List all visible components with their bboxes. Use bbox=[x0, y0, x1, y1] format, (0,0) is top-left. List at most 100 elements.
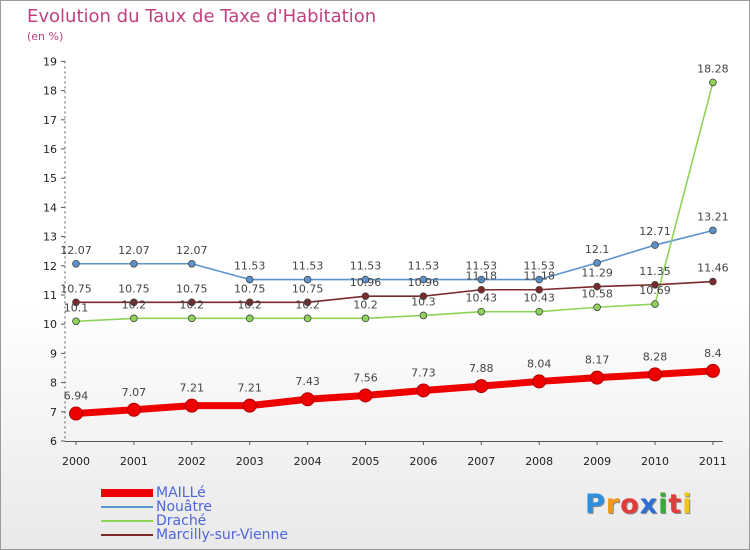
y-tick-label: 16 bbox=[43, 143, 57, 156]
x-tick-label: 2005 bbox=[352, 455, 380, 468]
data-label: 10.2 bbox=[180, 298, 205, 311]
legend-swatch bbox=[101, 534, 153, 536]
data-point bbox=[416, 383, 431, 398]
data-point bbox=[245, 314, 254, 323]
data-point bbox=[72, 298, 80, 307]
data-label: 7.21 bbox=[180, 382, 205, 395]
data-point bbox=[709, 277, 717, 286]
data-point bbox=[245, 298, 254, 307]
data-point bbox=[593, 282, 601, 291]
x-tick-label: 2011 bbox=[699, 455, 727, 468]
legend-label: Draché bbox=[156, 513, 207, 529]
data-point bbox=[303, 298, 312, 307]
data-label: 11.18 bbox=[523, 270, 555, 283]
series-line bbox=[75, 81, 714, 323]
data-point bbox=[242, 398, 257, 413]
y-tick-label: 7 bbox=[50, 406, 57, 419]
data-label: 10.58 bbox=[581, 287, 613, 300]
x-tick-label: 2003 bbox=[236, 455, 264, 468]
data-label: 10.43 bbox=[466, 292, 498, 305]
legend-swatch bbox=[101, 489, 153, 497]
y-tick-label: 11 bbox=[43, 289, 57, 302]
legend-label: Nouâtre bbox=[156, 499, 213, 515]
data-point bbox=[593, 303, 601, 312]
y-tick-label: 9 bbox=[50, 347, 57, 360]
x-tick-label: 2001 bbox=[120, 455, 148, 468]
legend-label: MAILLé bbox=[156, 485, 206, 501]
y-tick-label: 8 bbox=[50, 377, 57, 390]
y-tick-label: 19 bbox=[43, 55, 57, 68]
data-point bbox=[535, 275, 543, 284]
data-label: 11.29 bbox=[581, 267, 613, 280]
legend-item: MAILLé bbox=[101, 485, 361, 501]
data-label: 10.2 bbox=[237, 298, 262, 311]
data-label: 18.28 bbox=[697, 62, 729, 75]
data-label: 10.2 bbox=[295, 298, 320, 311]
data-label: 8.4 bbox=[704, 347, 722, 360]
data-label: 12.1 bbox=[585, 243, 610, 256]
x-tick-label: 2000 bbox=[62, 455, 90, 468]
data-point bbox=[705, 363, 720, 378]
data-label: 6.94 bbox=[64, 390, 89, 403]
data-label: 10.2 bbox=[353, 298, 378, 311]
data-label: 11.53 bbox=[292, 260, 324, 273]
data-point bbox=[651, 241, 659, 249]
data-label: 11.53 bbox=[408, 260, 440, 273]
logo-letter: t bbox=[668, 489, 683, 520]
data-label: 11.35 bbox=[639, 265, 671, 278]
data-label: 11.53 bbox=[523, 260, 555, 273]
data-label: 13.21 bbox=[697, 210, 729, 223]
data-label: 12.07 bbox=[118, 244, 150, 257]
y-tick-label: 18 bbox=[43, 85, 57, 98]
data-point bbox=[590, 370, 605, 385]
data-point bbox=[419, 292, 428, 300]
y-tick-label: 15 bbox=[43, 172, 57, 185]
data-label: 10.3 bbox=[411, 295, 436, 308]
x-tick-label: 2007 bbox=[467, 455, 495, 468]
data-point bbox=[184, 398, 199, 413]
data-point bbox=[188, 259, 196, 268]
data-label: 10.2 bbox=[122, 298, 147, 311]
data-point bbox=[130, 298, 138, 307]
series-line bbox=[75, 280, 714, 304]
data-point bbox=[532, 374, 547, 389]
data-point bbox=[648, 367, 662, 382]
data-label: 8.17 bbox=[585, 354, 610, 367]
data-label: 8.28 bbox=[643, 350, 668, 363]
data-label: 7.21 bbox=[237, 382, 262, 395]
data-point bbox=[188, 298, 196, 307]
data-point bbox=[593, 259, 601, 267]
x-tick-label: 2008 bbox=[525, 455, 553, 468]
y-tick-label: 14 bbox=[43, 201, 57, 214]
data-point bbox=[126, 402, 141, 417]
data-label: 11.53 bbox=[466, 260, 498, 273]
data-point bbox=[300, 392, 315, 407]
data-point bbox=[419, 311, 428, 320]
y-tick-label: 13 bbox=[43, 231, 57, 244]
y-tick-label: 10 bbox=[43, 318, 57, 331]
line-chart: 6 7 8 9 10 11 12 13 14 15 16 17 18 19 2000 2001 2002 2003… bbox=[43, 55, 729, 468]
data-label: 7.43 bbox=[295, 375, 320, 388]
chart-subtitle: (en %) bbox=[27, 30, 64, 43]
data-label: 12.71 bbox=[639, 225, 671, 238]
x-tick-label: 2002 bbox=[178, 455, 206, 468]
logo-letter: x bbox=[639, 489, 659, 520]
data-label: 10.1 bbox=[64, 301, 89, 314]
data-point bbox=[361, 292, 370, 300]
data-label: 10.96 bbox=[350, 276, 382, 289]
legend-item: Draché bbox=[101, 513, 361, 529]
data-label: 11.18 bbox=[466, 270, 498, 283]
data-point bbox=[303, 314, 312, 323]
data-point bbox=[130, 314, 138, 323]
x-tick-label: 2009 bbox=[583, 455, 611, 468]
data-label: 10.75 bbox=[118, 282, 150, 295]
data-label: 10.96 bbox=[408, 276, 440, 289]
data-label: 7.56 bbox=[353, 371, 378, 384]
data-point bbox=[651, 280, 659, 289]
data-point bbox=[245, 275, 254, 284]
x-tick-label: 2006 bbox=[409, 455, 437, 468]
data-point bbox=[535, 307, 543, 316]
y-tick-label: 17 bbox=[43, 114, 57, 127]
proxiti-logo: Proxiti bbox=[585, 489, 693, 520]
y-tick-label: 12 bbox=[43, 260, 57, 273]
